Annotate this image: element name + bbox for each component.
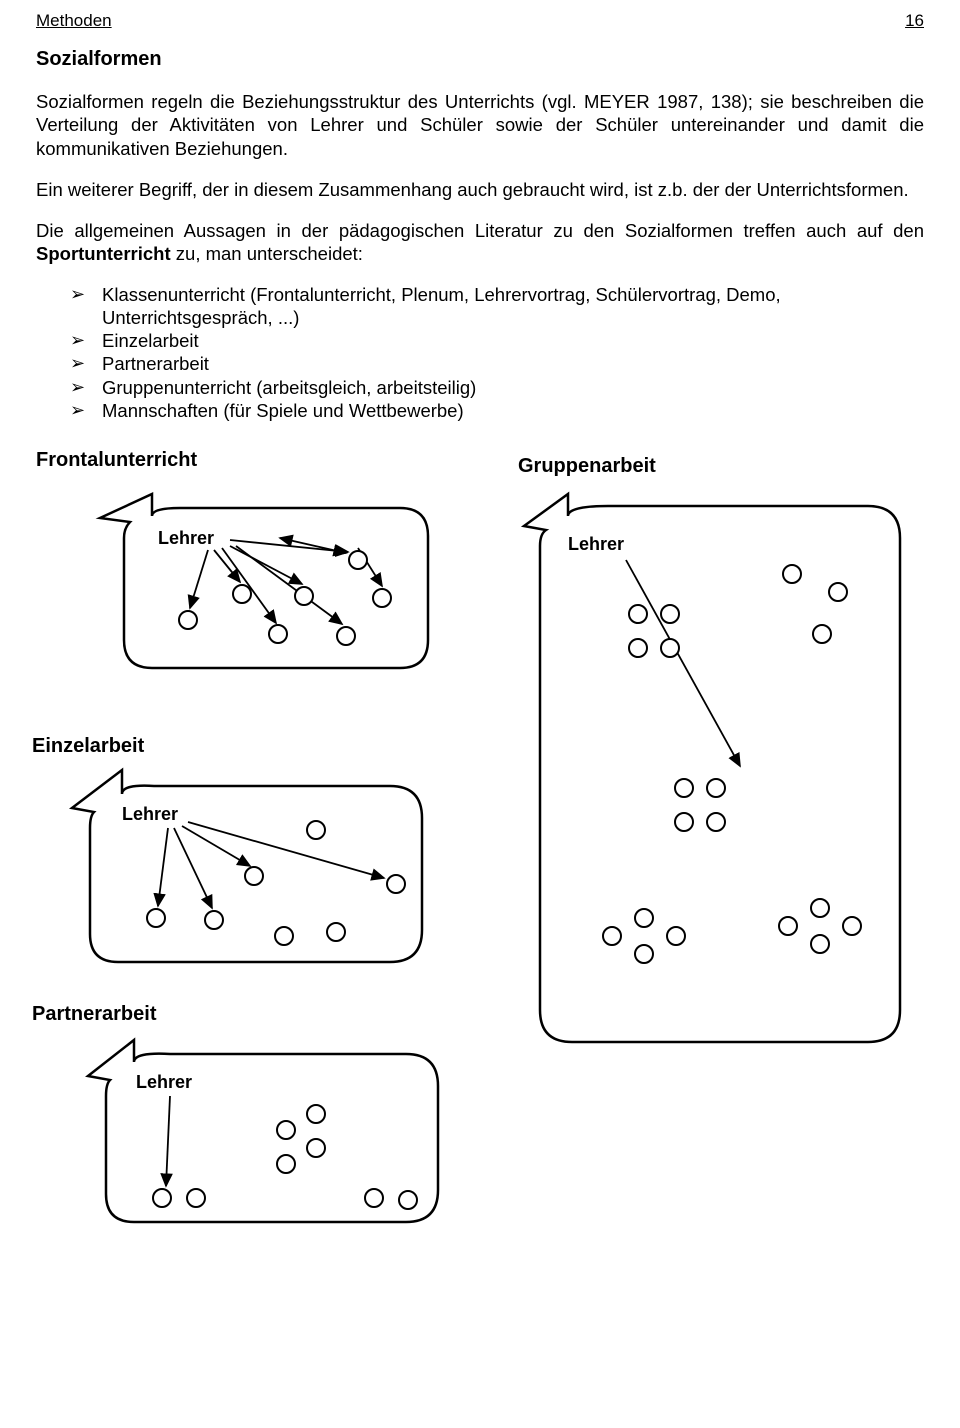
- diagram-bubble: Lehrer: [80, 480, 440, 678]
- student-icon: [675, 779, 693, 797]
- bullet-text: Klassenunterricht (Frontalunterricht, Pl…: [102, 283, 924, 329]
- student-icon: [307, 1139, 325, 1157]
- student-icon: [779, 917, 797, 935]
- student-icon: [811, 935, 829, 953]
- student-icon: [277, 1155, 295, 1173]
- student-icon: [667, 927, 685, 945]
- student-icon: [295, 587, 313, 605]
- paragraph-1: Sozialformen regeln die Beziehungsstrukt…: [36, 90, 924, 159]
- student-icon: [387, 875, 405, 893]
- student-icon: [337, 627, 355, 645]
- student-icon: [629, 605, 647, 623]
- diagram-title: Gruppenarbeit: [518, 454, 656, 479]
- teacher-label: Lehrer: [158, 528, 214, 548]
- teacher-label: Lehrer: [122, 804, 178, 824]
- student-icon: [675, 813, 693, 831]
- paragraph-2: Ein weiterer Begriff, der in diesem Zusa…: [36, 178, 924, 201]
- bullet-marker-icon: ➢: [70, 352, 102, 375]
- student-icon: [307, 1105, 325, 1123]
- student-icon: [277, 1121, 295, 1139]
- student-icon: [813, 625, 831, 643]
- bullet-text: Gruppenunterricht (arbeitsgleich, arbeit…: [102, 376, 924, 399]
- section-heading: Sozialformen: [36, 47, 924, 72]
- list-item: ➢Partnerarbeit: [36, 352, 924, 375]
- student-icon: [783, 565, 801, 583]
- list-item: ➢Einzelarbeit: [36, 329, 924, 352]
- student-icon: [811, 899, 829, 917]
- student-icon: [269, 625, 287, 643]
- student-icon: [373, 589, 391, 607]
- student-icon: [205, 911, 223, 929]
- student-icon: [187, 1189, 205, 1207]
- diagrams: Frontalunterricht Lehrer Gruppenarbeit Lehr…: [36, 448, 924, 1208]
- student-icon: [707, 779, 725, 797]
- student-icon: [829, 583, 847, 601]
- bullet-text: Partnerarbeit: [102, 352, 924, 375]
- student-icon: [349, 551, 367, 569]
- student-icon: [603, 927, 621, 945]
- bullet-list: ➢Klassenunterricht (Frontalunterricht, P…: [36, 283, 924, 422]
- list-item: ➢Gruppenunterricht (arbeitsgleich, arbei…: [36, 376, 924, 399]
- teacher-label: Lehrer: [136, 1072, 192, 1092]
- list-item: ➢Klassenunterricht (Frontalunterricht, P…: [36, 283, 924, 329]
- student-icon: [365, 1189, 383, 1207]
- page-header: Methoden 16: [36, 10, 924, 31]
- bullet-text: Mannschaften (für Spiele und Wettbewerbe…: [102, 399, 924, 422]
- student-icon: [399, 1191, 417, 1209]
- para3-bold: Sportunterricht: [36, 243, 171, 264]
- student-icon: [661, 639, 679, 657]
- para3-post: zu, man unterscheidet:: [171, 243, 363, 264]
- student-icon: [153, 1189, 171, 1207]
- bullet-marker-icon: ➢: [70, 283, 102, 306]
- teacher-label: Lehrer: [568, 534, 624, 554]
- student-icon: [233, 585, 251, 603]
- bullet-text: Einzelarbeit: [102, 329, 924, 352]
- student-icon: [327, 923, 345, 941]
- header-left: Methoden: [36, 10, 112, 31]
- student-icon: [147, 909, 165, 927]
- diagram-bubble: Lehrer: [72, 1030, 456, 1230]
- student-icon: [275, 927, 293, 945]
- bullet-marker-icon: ➢: [70, 376, 102, 399]
- diagram-bubble: Lehrer: [516, 482, 912, 1052]
- list-item: ➢Mannschaften (für Spiele und Wettbewerb…: [36, 399, 924, 422]
- diagram-title: Partnerarbeit: [32, 1002, 157, 1027]
- para3-pre: Die allgemeinen Aussagen in der pädagogi…: [36, 220, 924, 241]
- paragraph-3: Die allgemeinen Aussagen in der pädagogi…: [36, 219, 924, 265]
- diagram-bubble: Lehrer: [54, 760, 438, 970]
- diagram-title: Einzelarbeit: [32, 734, 144, 759]
- student-icon: [635, 945, 653, 963]
- student-icon: [661, 605, 679, 623]
- student-icon: [629, 639, 647, 657]
- diagram-title: Frontalunterricht: [36, 448, 197, 473]
- bullet-marker-icon: ➢: [70, 329, 102, 352]
- student-icon: [635, 909, 653, 927]
- header-right: 16: [905, 10, 924, 31]
- student-icon: [707, 813, 725, 831]
- student-icon: [179, 611, 197, 629]
- student-icon: [307, 821, 325, 839]
- student-icon: [843, 917, 861, 935]
- student-icon: [245, 867, 263, 885]
- bullet-marker-icon: ➢: [70, 399, 102, 422]
